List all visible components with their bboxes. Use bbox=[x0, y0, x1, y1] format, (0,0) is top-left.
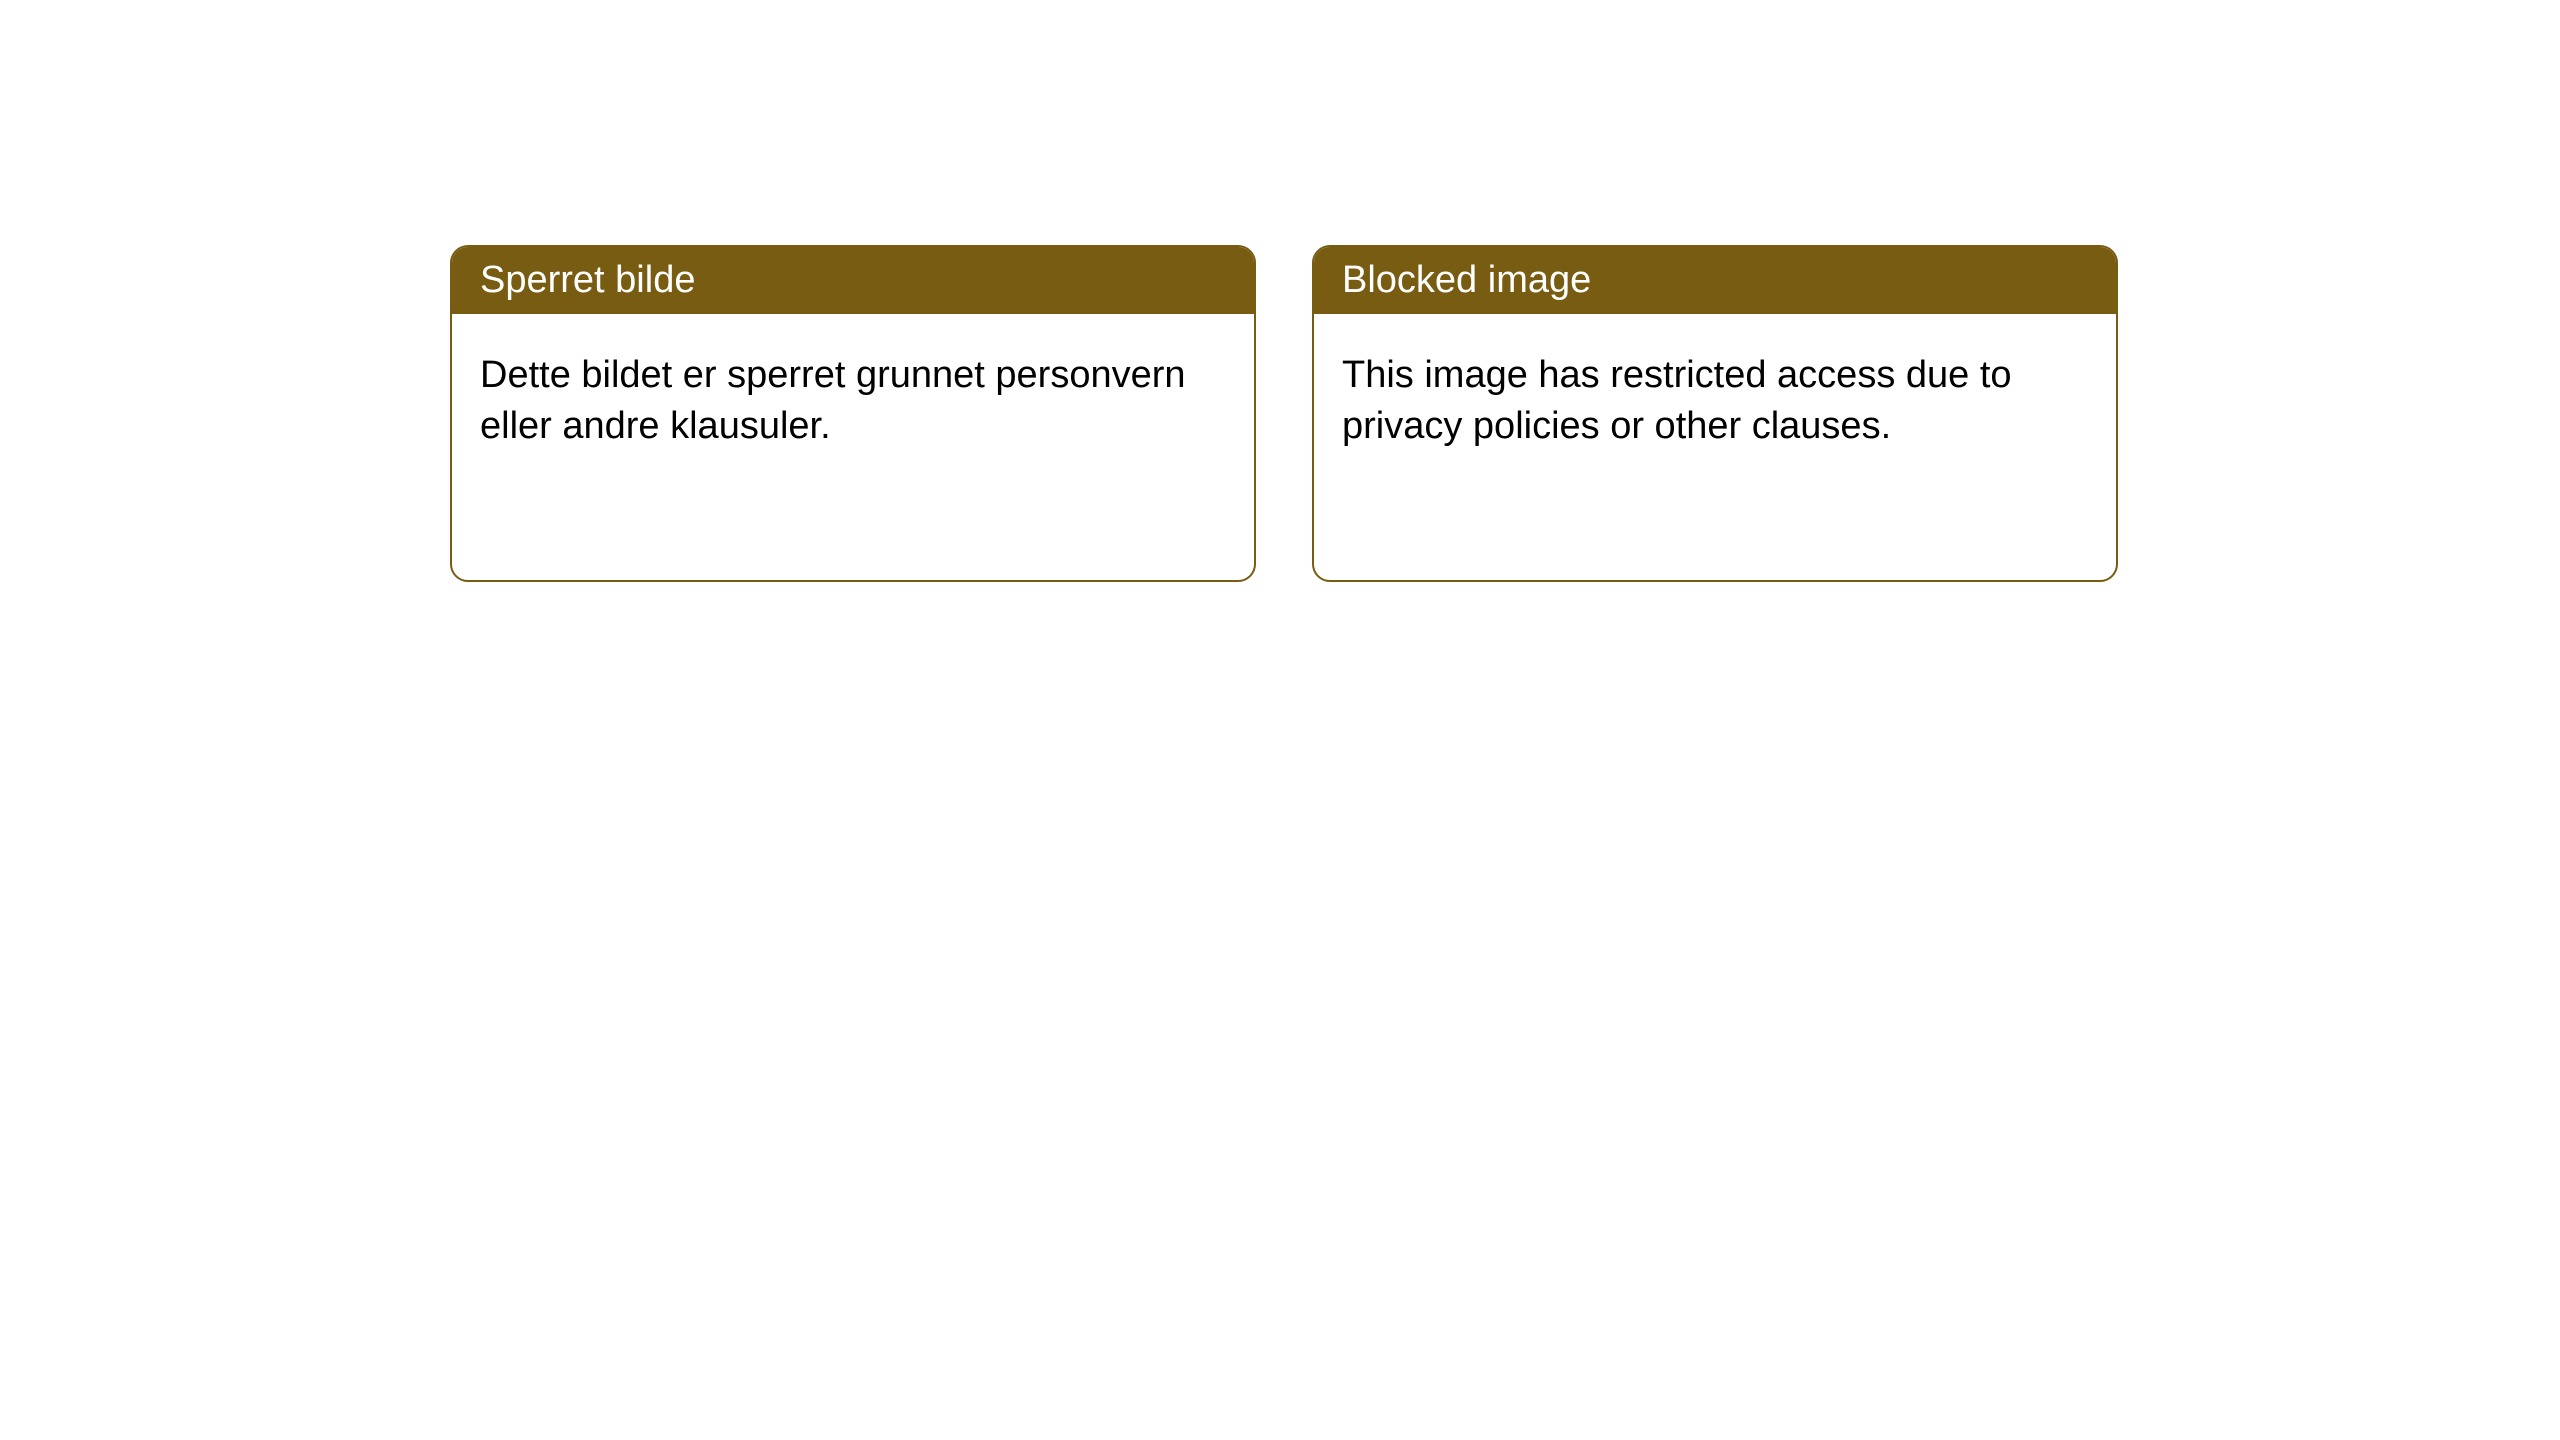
notice-card-english: Blocked image This image has restricted … bbox=[1312, 245, 2118, 582]
card-text-norwegian: Dette bildet er sperret grunnet personve… bbox=[480, 354, 1186, 447]
card-body-norwegian: Dette bildet er sperret grunnet personve… bbox=[452, 314, 1254, 489]
card-header-english: Blocked image bbox=[1314, 247, 2116, 314]
card-body-english: This image has restricted access due to … bbox=[1314, 314, 2116, 489]
card-title-english: Blocked image bbox=[1342, 259, 1591, 301]
notice-container: Sperret bilde Dette bildet er sperret gr… bbox=[0, 0, 2560, 582]
card-header-norwegian: Sperret bilde bbox=[452, 247, 1254, 314]
card-text-english: This image has restricted access due to … bbox=[1342, 354, 2012, 447]
card-title-norwegian: Sperret bilde bbox=[480, 259, 695, 301]
notice-card-norwegian: Sperret bilde Dette bildet er sperret gr… bbox=[450, 245, 1256, 582]
